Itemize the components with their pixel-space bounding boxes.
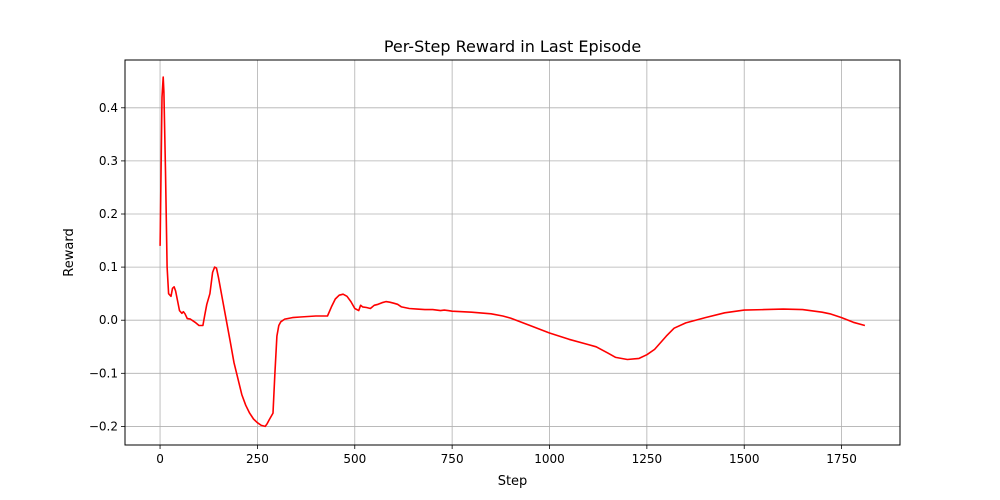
y-tick-label: 0.3 <box>99 154 118 168</box>
x-tick-label: 1000 <box>534 452 565 466</box>
x-axis-label: Step <box>498 474 528 489</box>
x-tick-label: 0 <box>156 452 164 466</box>
x-tick-label: 1750 <box>826 452 857 466</box>
y-tick-label: 0.2 <box>99 207 118 221</box>
x-tick-label: 500 <box>343 452 366 466</box>
chart-title: Per-Step Reward in Last Episode <box>384 37 641 56</box>
y-axis-label: Reward <box>62 228 77 276</box>
series-line <box>159 76 866 428</box>
x-tick-label: 1500 <box>729 452 760 466</box>
y-tick-label: −0.2 <box>89 419 118 433</box>
y-tick-label: 0.4 <box>99 101 118 115</box>
grid <box>125 60 900 445</box>
y-tick-label: 0.1 <box>99 260 118 274</box>
x-tick-label: 1250 <box>632 452 663 466</box>
series-layer <box>159 76 866 428</box>
x-tick-label: 750 <box>441 452 464 466</box>
y-tick-label: 0.0 <box>99 313 118 327</box>
y-tick-label: −0.1 <box>89 366 118 380</box>
ticks: 0 250 500 750 1000 1250 1500 1750 −0.2 −0.1 0.0 0.1… <box>89 101 857 466</box>
x-tick-label: 250 <box>246 452 269 466</box>
plot-frame <box>124 59 901 446</box>
